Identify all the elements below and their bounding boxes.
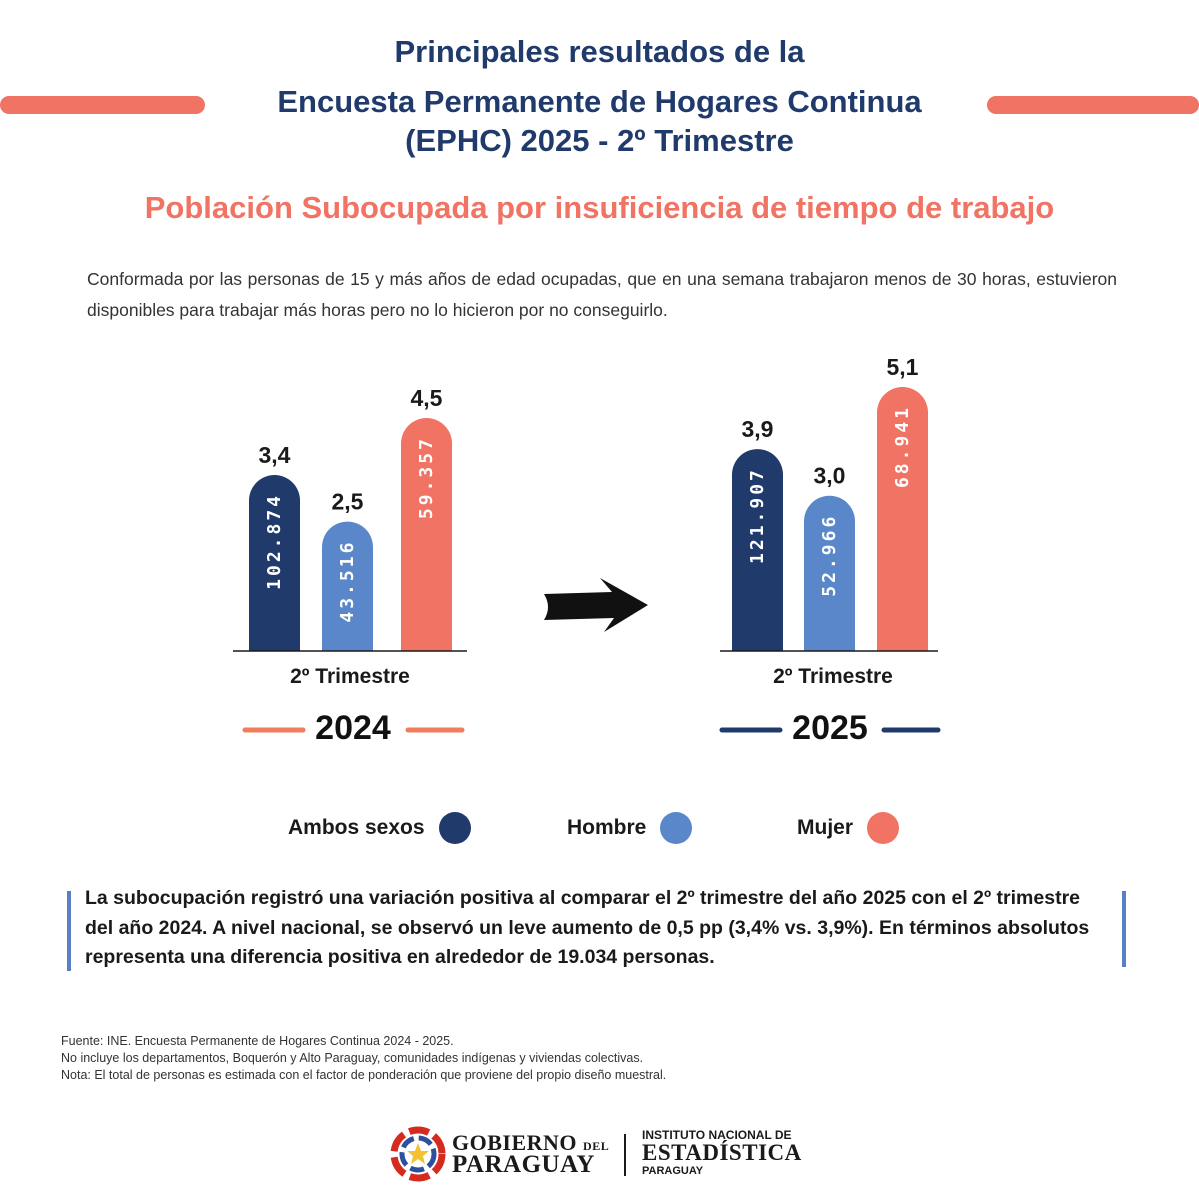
gov-logo-line1: GOBIERNO (452, 1130, 578, 1155)
bar-value-label: 3,0 (814, 463, 846, 489)
coverage-note: No incluye los departamentos, Boquerón y… (61, 1051, 644, 1065)
bar-count-label: 68.941 (892, 405, 913, 488)
bar-ambos-sexos (732, 449, 783, 651)
header-stripe-left (0, 96, 205, 114)
legend-item-ambos-sexos: Ambos sexos (288, 808, 471, 848)
weighting-note: Nota: El total de personas es estimada c… (61, 1068, 667, 1082)
legend-label: Hombre (567, 816, 647, 839)
gov-logo-del: DEL (583, 1139, 610, 1153)
bar-charts: 3,4 102.874 2,5 43.516 4,5 59.357 2º Trimestre… (233, 354, 941, 747)
legend-label: Mujer (797, 816, 854, 839)
paraguay-seal-icon (390, 1126, 446, 1182)
summary-accent-bar-left (67, 891, 71, 971)
bar-count-label: 52.966 (819, 514, 840, 597)
bar-count-label: 102.874 (264, 493, 285, 590)
ine-logo-line1: INSTITUTO NACIONAL DE (642, 1128, 792, 1142)
bar-ambos-sexos (249, 475, 300, 651)
bar-hombre (322, 521, 373, 651)
chart-year-label: 2025 (792, 709, 868, 747)
bar-value-label: 2,5 (332, 489, 364, 515)
legend-dot-ambos-sexos (438, 812, 471, 844)
bar-mujer (877, 387, 928, 651)
bar-count-label: 59.357 (416, 436, 437, 519)
bar-count-label: 43.516 (337, 540, 358, 623)
bar-value-label: 5,1 (887, 354, 919, 380)
bar-count-label: 121.907 (747, 467, 768, 564)
gov-logo-line2: PARAGUAY (452, 1151, 595, 1178)
bar-value-label: 3,4 (259, 442, 291, 468)
legend-dot-mujer (867, 812, 900, 844)
bar-hombre (804, 495, 855, 651)
arrow-right-icon (544, 578, 648, 632)
legend-item-hombre: Hombre (567, 808, 693, 848)
bar-mujer (401, 418, 452, 651)
legend-label: Ambos sexos (288, 816, 425, 839)
logo-divider (624, 1134, 626, 1176)
chart-period-label: 2º Trimestre (773, 665, 893, 688)
header-title-line-3: (EPHC) 2025 - 2º Trimestre (405, 123, 794, 158)
chart-year-label: 2024 (315, 709, 391, 747)
ine-logo-line2: ESTADÍSTICA (642, 1140, 802, 1165)
ine-logo-line3: PARAGUAY (642, 1165, 704, 1177)
summary-text: La subocupación registró una variación p… (85, 887, 1090, 968)
source-note: Fuente: INE. Encuesta Permanente de Hoga… (61, 1034, 454, 1048)
definition-text: Conformada por las personas de 15 y más … (87, 269, 1117, 320)
bar-value-label: 3,9 (742, 416, 774, 442)
header-title-line-2: Encuesta Permanente de Hogares Continua (277, 84, 922, 119)
institution-logos: GOBIERNO DEL PARAGUAY INSTITUTO NACIONAL… (388, 1124, 818, 1184)
legend-dot-hombre (660, 812, 693, 844)
summary-accent-bar-right (1122, 891, 1126, 967)
section-subtitle: Población Subocupada por insuficiencia d… (144, 190, 1055, 225)
bar-value-label: 4,5 (411, 385, 443, 411)
chart-period-label: 2º Trimestre (290, 665, 410, 688)
legend-item-mujer: Mujer (797, 808, 900, 848)
header-stripe-right (987, 96, 1199, 114)
header-title-line-1: Principales resultados de la (394, 34, 805, 69)
